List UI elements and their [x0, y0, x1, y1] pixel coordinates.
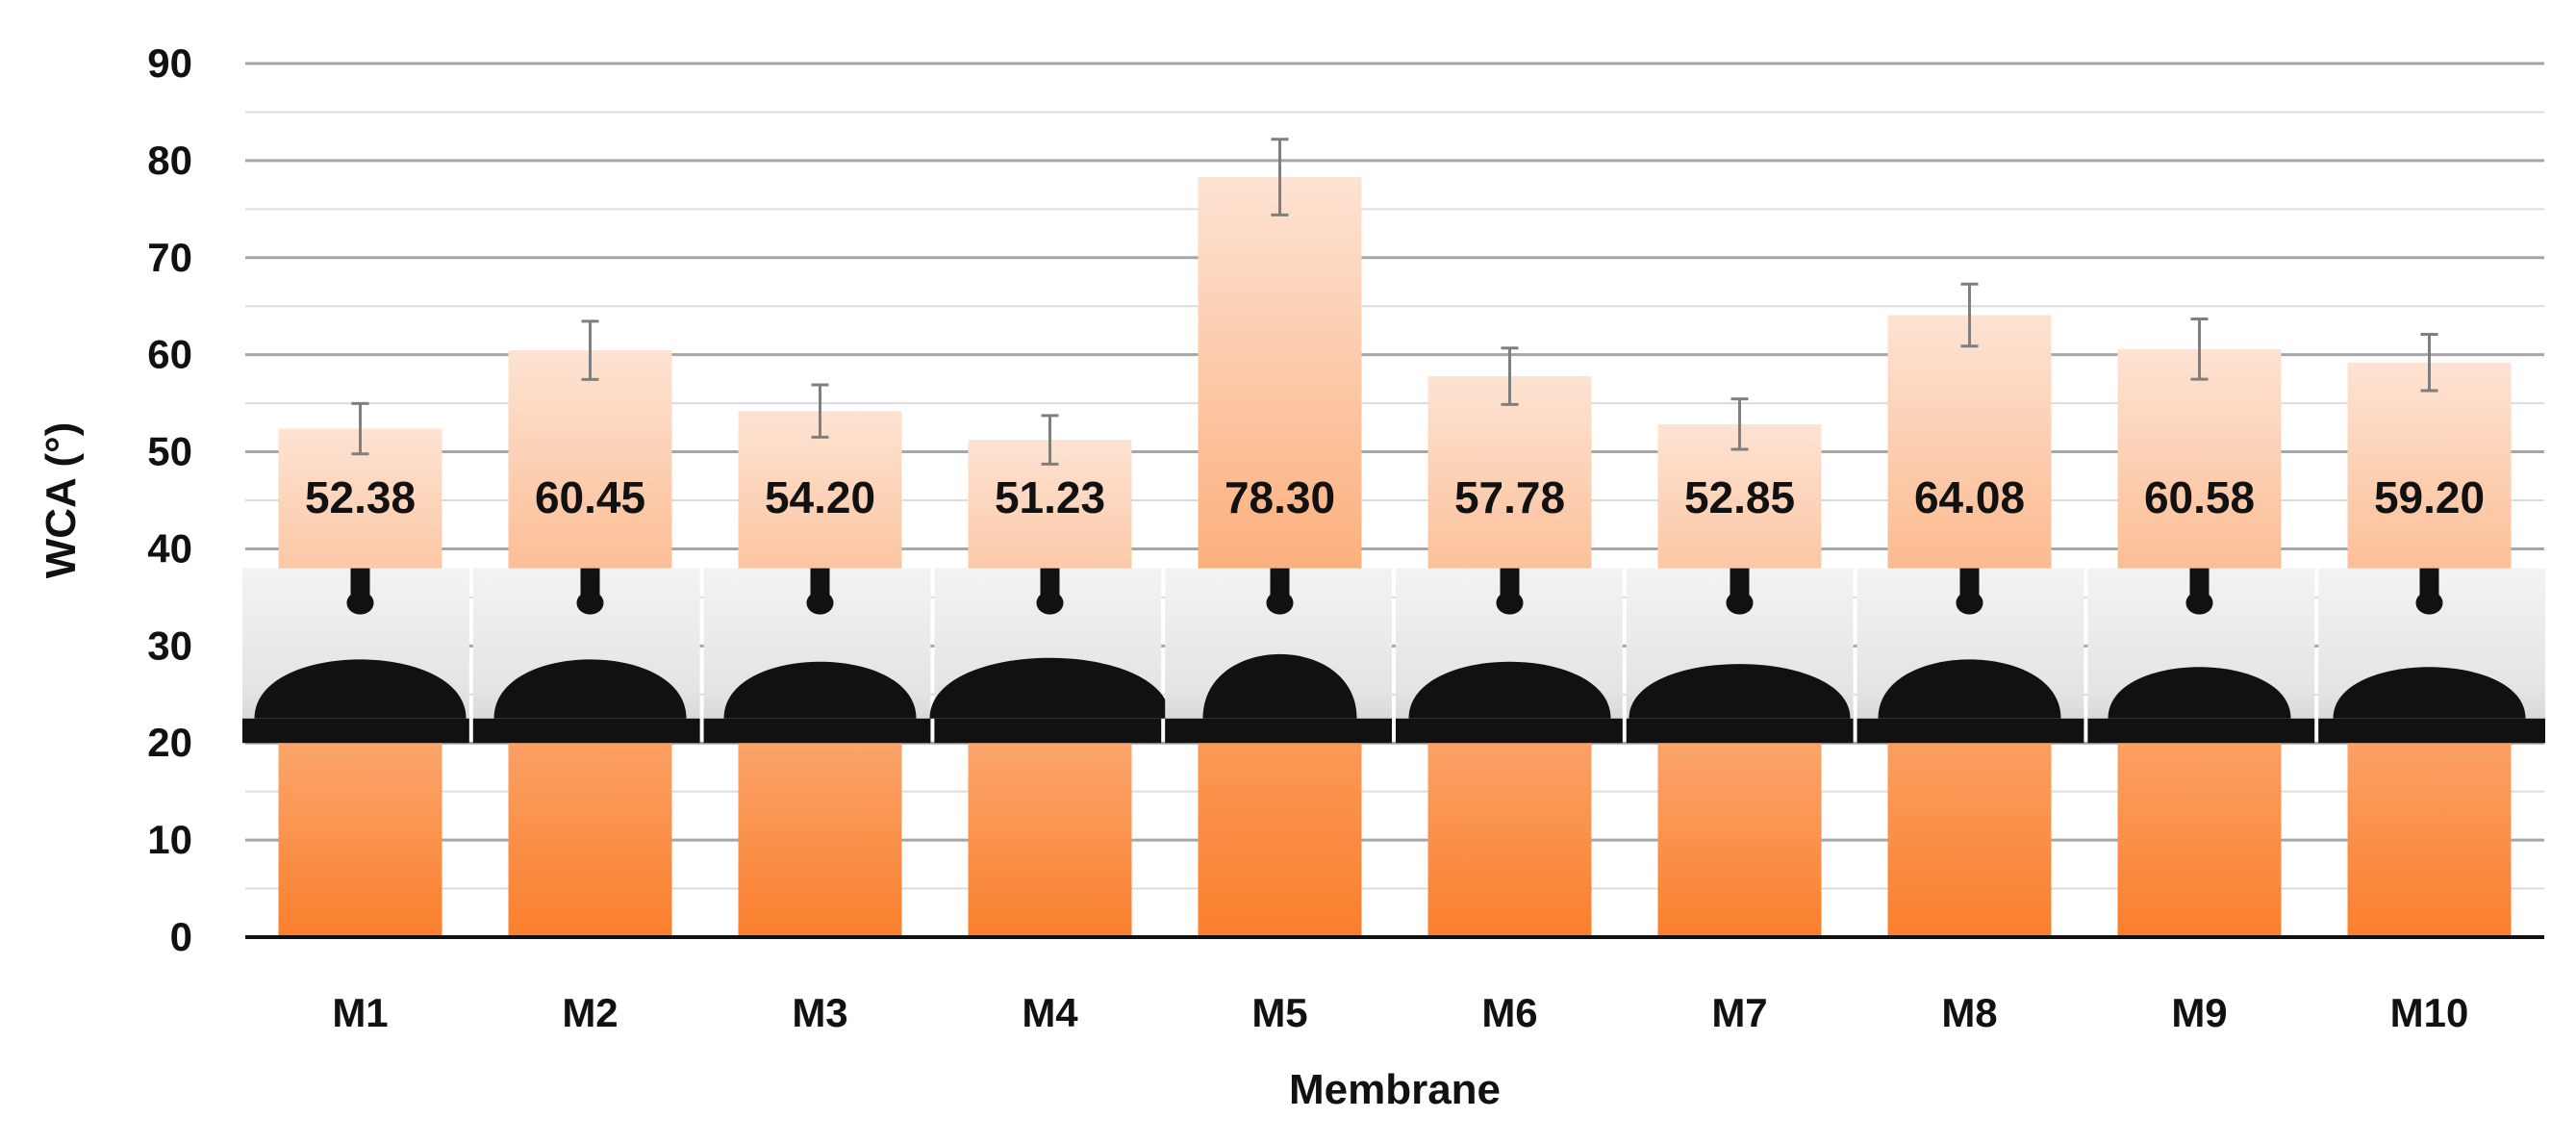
error-bar-M2	[581, 319, 599, 381]
data-label-M4: 51.23	[995, 472, 1105, 522]
x-tick-label: M9	[2171, 990, 2227, 1035]
y-axis-title: WCA (°)	[38, 422, 85, 579]
y-tick-label: 0	[170, 914, 192, 959]
y-tick-label: 50	[147, 429, 192, 474]
data-label-M10: 59.20	[2374, 472, 2485, 522]
x-axis-ticks: M1 M2 M3 M4 M5 M6 M7 M8 M9 M10	[332, 990, 2468, 1035]
data-label-M5: 78.30	[1225, 472, 1335, 522]
x-tick-label: M2	[562, 990, 618, 1035]
x-tick-label: M4	[1022, 990, 1078, 1035]
y-tick-label: 90	[147, 40, 192, 86]
error-bar-M5	[1271, 138, 1289, 216]
error-bar-M7	[1730, 397, 1749, 451]
x-tick-label: M10	[2390, 990, 2469, 1035]
bar-M5	[1198, 177, 1362, 938]
y-tick-label: 40	[147, 525, 192, 571]
error-bars	[351, 138, 2438, 466]
y-tick-label: 60	[147, 332, 192, 377]
droplet-photo-M4	[929, 568, 1171, 744]
droplet-photo-M2	[472, 568, 700, 744]
droplet-photo-M10	[2318, 568, 2545, 744]
error-bar-M4	[1041, 414, 1059, 466]
data-label-M2: 60.45	[535, 472, 645, 522]
y-tick-label: 10	[147, 817, 192, 862]
x-tick-label: M7	[1711, 990, 1767, 1035]
error-bar-M1	[351, 401, 369, 456]
x-tick-label: M6	[1481, 990, 1537, 1035]
x-tick-label: M5	[1251, 990, 1307, 1035]
droplet-photo-M6	[1396, 568, 1623, 744]
y-tick-label: 20	[147, 720, 192, 765]
data-label-M3: 54.20	[765, 472, 875, 522]
droplet-photo-M3	[703, 568, 931, 744]
x-tick-label: M3	[792, 990, 847, 1035]
y-tick-label: 80	[147, 138, 192, 183]
data-label-M9: 60.58	[2144, 472, 2255, 522]
x-tick-label: M1	[332, 990, 388, 1035]
error-bar-M8	[1960, 282, 1979, 348]
error-bar-M9	[2190, 318, 2209, 381]
y-tick-label: 70	[147, 235, 192, 280]
data-label-M1: 52.38	[305, 472, 416, 522]
data-label-M6: 57.78	[1454, 472, 1565, 522]
bars	[278, 177, 2512, 938]
error-bar-M10	[2420, 332, 2438, 393]
droplet-photos	[242, 568, 2545, 744]
y-tick-label: 30	[147, 623, 192, 668]
droplet-photo-M9	[2087, 568, 2315, 744]
error-bar-M6	[1501, 346, 1519, 406]
droplet-photo-M8	[1856, 568, 2084, 744]
data-labels: 52.38 60.45 54.20 51.23 78.30 57.78 52.85 64.08…	[305, 472, 2485, 522]
data-label-M7: 52.85	[1684, 472, 1795, 522]
droplet-photo-M5	[1165, 568, 1392, 744]
error-bar-M3	[811, 383, 829, 439]
droplet-photo-M7	[1626, 568, 1854, 744]
droplet-photo-M1	[242, 568, 469, 744]
x-axis-title: Membrane	[1289, 1066, 1501, 1113]
y-axis-ticks: 0 10 20 30 40 50 60 70 80 90	[147, 40, 192, 959]
data-label-M8: 64.08	[1914, 472, 2025, 522]
x-tick-label: M8	[1941, 990, 1997, 1035]
